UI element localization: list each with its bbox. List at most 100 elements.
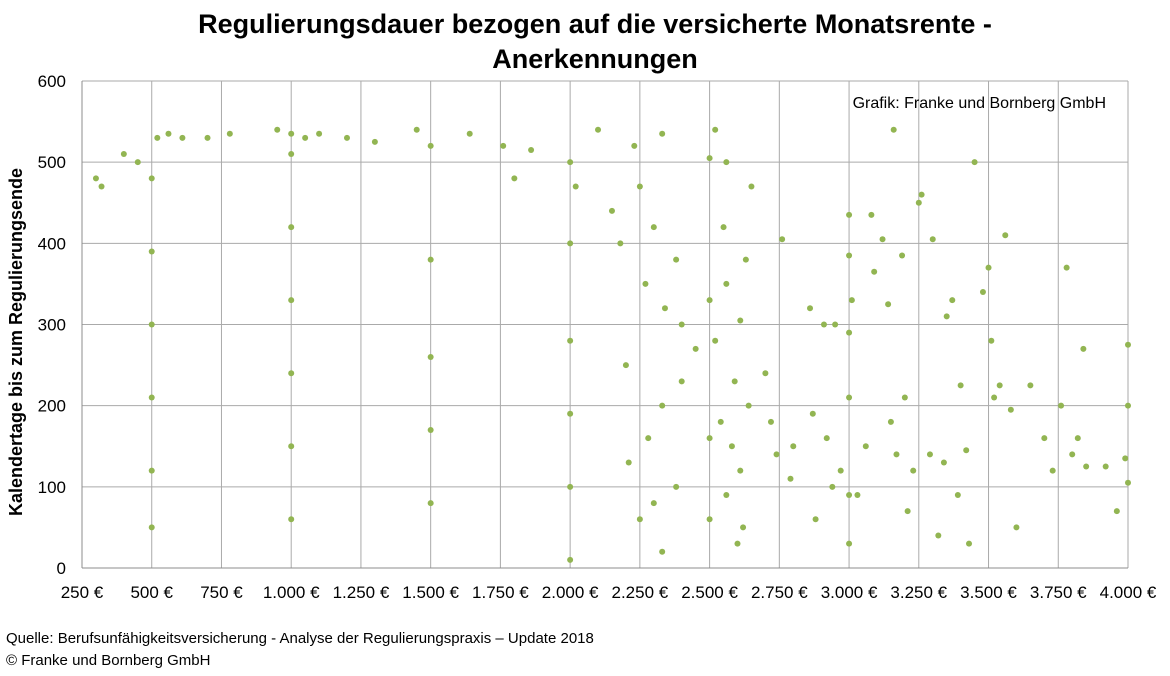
data-point xyxy=(179,134,186,141)
data-point xyxy=(642,280,649,287)
data-point xyxy=(742,256,749,263)
data-point xyxy=(740,524,747,531)
data-point xyxy=(879,236,886,243)
x-tick-label: 2.000 € xyxy=(542,583,599,602)
data-point xyxy=(820,321,827,328)
data-point xyxy=(427,142,434,149)
x-tick-label: 4.000 € xyxy=(1100,583,1157,602)
y-tick-label: 300 xyxy=(38,316,66,335)
data-point xyxy=(673,483,680,490)
data-point xyxy=(807,305,814,312)
data-point xyxy=(899,252,906,259)
data-point xyxy=(567,159,574,166)
x-tick-label: 1.250 € xyxy=(333,583,390,602)
data-point xyxy=(148,175,155,182)
x-tick-label: 2.500 € xyxy=(681,583,738,602)
data-point xyxy=(371,138,378,145)
data-point xyxy=(837,467,844,474)
data-point xyxy=(748,183,755,190)
data-point xyxy=(567,240,574,247)
data-point xyxy=(1007,406,1014,413)
data-point xyxy=(567,556,574,563)
y-tick-label: 600 xyxy=(38,72,66,91)
data-point xyxy=(720,224,727,231)
data-point xyxy=(636,516,643,523)
chart-credit-annotation: Grafik: Franke und Bornberg GmbH xyxy=(853,95,1106,112)
data-point xyxy=(427,500,434,507)
data-point xyxy=(893,451,900,458)
x-tick-label: 250 € xyxy=(61,583,104,602)
x-tick-label: 3.500 € xyxy=(960,583,1017,602)
data-point xyxy=(1074,435,1081,442)
data-point xyxy=(706,297,713,304)
data-point xyxy=(846,394,853,401)
data-point xyxy=(1063,264,1070,271)
data-point xyxy=(673,256,680,263)
y-axis-tick-labels: 0 100 200 300 400 500 600 xyxy=(38,72,66,578)
data-point xyxy=(949,297,956,304)
x-tick-label: 2.250 € xyxy=(611,583,668,602)
data-point xyxy=(846,329,853,336)
data-point xyxy=(846,252,853,259)
data-point xyxy=(595,126,602,133)
data-point xyxy=(274,126,281,133)
data-point xyxy=(728,443,735,450)
data-point xyxy=(910,467,917,474)
data-point xyxy=(165,130,172,137)
x-tick-label: 1.000 € xyxy=(263,583,320,602)
data-point xyxy=(929,236,936,243)
data-point xyxy=(625,459,632,466)
data-point xyxy=(1125,402,1131,409)
data-point xyxy=(985,264,992,271)
x-tick-label: 1.500 € xyxy=(402,583,459,602)
data-point xyxy=(996,382,1003,389)
data-point xyxy=(288,516,295,523)
data-point xyxy=(935,532,942,539)
data-point xyxy=(737,467,744,474)
data-point xyxy=(288,130,295,137)
data-point xyxy=(723,280,730,287)
data-point xyxy=(706,516,713,523)
chart-title-line-1: Regulierungsdauer bezogen auf die versic… xyxy=(198,9,992,39)
data-point xyxy=(645,435,652,442)
data-point xyxy=(712,126,719,133)
data-point xyxy=(723,491,730,498)
data-point xyxy=(661,305,668,312)
data-point xyxy=(567,410,574,417)
data-point xyxy=(288,443,295,450)
data-point xyxy=(731,378,738,385)
data-point xyxy=(901,394,908,401)
data-point xyxy=(706,155,713,162)
x-axis-tick-labels: 250 € 500 € 750 € 1.000 € 1.250 € 1.500 € 1.75… xyxy=(61,583,1157,602)
data-point xyxy=(316,130,323,137)
data-point xyxy=(846,491,853,498)
data-point xyxy=(204,134,211,141)
data-point xyxy=(885,301,892,308)
data-point xyxy=(148,524,155,531)
data-point xyxy=(854,491,861,498)
data-point xyxy=(823,435,830,442)
data-point xyxy=(226,130,233,137)
y-tick-label: 200 xyxy=(38,397,66,416)
data-point xyxy=(737,317,744,324)
x-tick-label: 1.750 € xyxy=(472,583,529,602)
data-point xyxy=(617,240,624,247)
data-point xyxy=(650,500,657,507)
data-point xyxy=(971,159,978,166)
data-point xyxy=(717,418,724,425)
data-point xyxy=(120,151,127,158)
data-point xyxy=(846,211,853,218)
data-point xyxy=(622,362,629,369)
data-point xyxy=(154,134,161,141)
data-point xyxy=(302,134,309,141)
data-point xyxy=(427,353,434,360)
data-point xyxy=(832,321,839,328)
data-point xyxy=(659,548,666,555)
data-point xyxy=(988,337,995,344)
data-point xyxy=(734,540,741,547)
data-point xyxy=(1027,382,1034,389)
data-point xyxy=(979,289,986,296)
data-point xyxy=(288,297,295,304)
copyright-note: © Franke und Bornberg GmbH xyxy=(6,652,211,669)
